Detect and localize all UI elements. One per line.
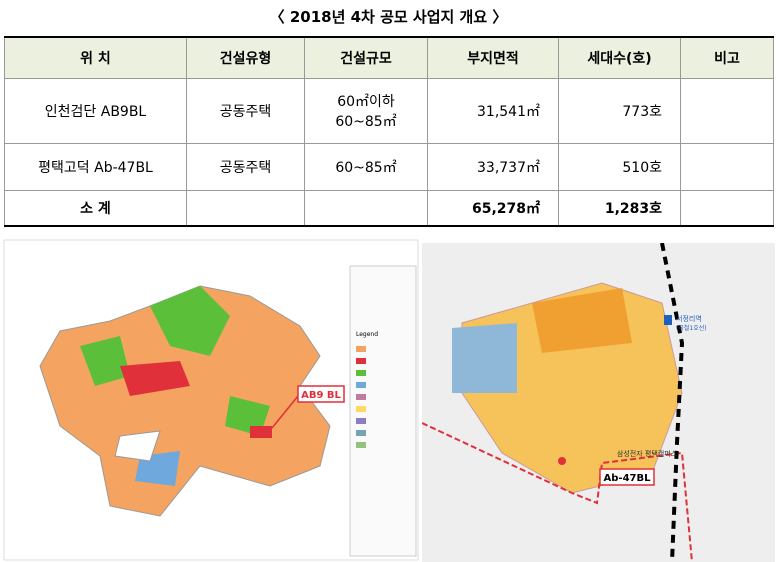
cell — [186, 190, 305, 227]
header-row: 위 치 건설유형 건설규모 부지면적 세대수(호) 비고 — [4, 36, 774, 79]
cell — [304, 190, 428, 227]
cell: 공동주택 — [186, 78, 305, 144]
header-cell: 부지면적 — [427, 36, 559, 79]
cell: 773호 — [558, 78, 681, 144]
subtotal-row: 소 계 65,278㎡ 1,283호 — [4, 190, 774, 227]
cell: 31,541㎡ — [427, 78, 559, 144]
blue-zone — [452, 323, 517, 393]
station-label: 서정리역 — [676, 314, 702, 323]
cell — [680, 143, 774, 191]
header-cell: 건설유형 — [186, 36, 305, 79]
legend-title: Legend — [356, 331, 378, 338]
campus-label: 삼성전자 평택캠퍼스 — [617, 449, 678, 458]
green-zone — [80, 336, 130, 386]
lake — [114, 430, 161, 462]
cell: 1,283호 — [558, 190, 681, 227]
site-label: Ab-47BL — [604, 473, 652, 484]
cell: 평택고덕 Ab-47BL — [4, 143, 187, 191]
row: 평택고덕 Ab-47BL 공동주택 60~85㎡ 33,737㎡ 510호 — [4, 143, 774, 191]
cell: 510호 — [558, 143, 681, 191]
header-cell: 위 치 — [4, 36, 187, 79]
site — [558, 457, 566, 465]
site — [250, 426, 272, 438]
cell: 공동주택 — [186, 143, 305, 191]
site-label: AB9 BL — [301, 390, 341, 401]
left-map: AB9 BL Legend — [3, 239, 419, 561]
commercial-zone — [120, 361, 190, 396]
station-sub: (국철1호선) — [676, 324, 707, 332]
cell: 60㎡이하 60~85㎡ — [304, 78, 428, 144]
right-map: Ab-47BL 삼성전자 평택캠퍼스 서정리역 (국철1호선) — [422, 243, 775, 562]
cell: 65,278㎡ — [427, 190, 559, 227]
cell: 소 계 — [4, 190, 187, 227]
cell: 60~85㎡ — [304, 143, 428, 191]
summary-table: 위 치 건설유형 건설규모 부지면적 세대수(호) 비고 인천검단 AB9BL … — [4, 36, 774, 227]
legend-swatches — [356, 346, 366, 448]
label-box — [297, 385, 345, 403]
size: 60㎡이하 — [337, 94, 395, 110]
label-box — [599, 468, 655, 486]
leader — [271, 395, 299, 429]
cell — [680, 190, 774, 227]
station-icon — [664, 315, 672, 325]
cell — [680, 78, 774, 144]
cell: 33,737㎡ — [427, 143, 559, 191]
header-cell: 세대수(호) — [558, 36, 681, 79]
header-cell: 비고 — [680, 36, 774, 79]
size: 60~85㎡ — [335, 114, 397, 130]
header-cell: 건설규모 — [304, 36, 428, 79]
orange-zone — [532, 288, 632, 353]
green-zone — [150, 286, 230, 356]
cell: 인천검단 AB9BL — [4, 78, 187, 144]
title: 〈 2018년 4차 공모 사업지 개요 〉 — [269, 8, 508, 26]
row: 인천검단 AB9BL 공동주택 60㎡이하 60~85㎡ 31,541㎡ 773호 — [4, 78, 774, 144]
